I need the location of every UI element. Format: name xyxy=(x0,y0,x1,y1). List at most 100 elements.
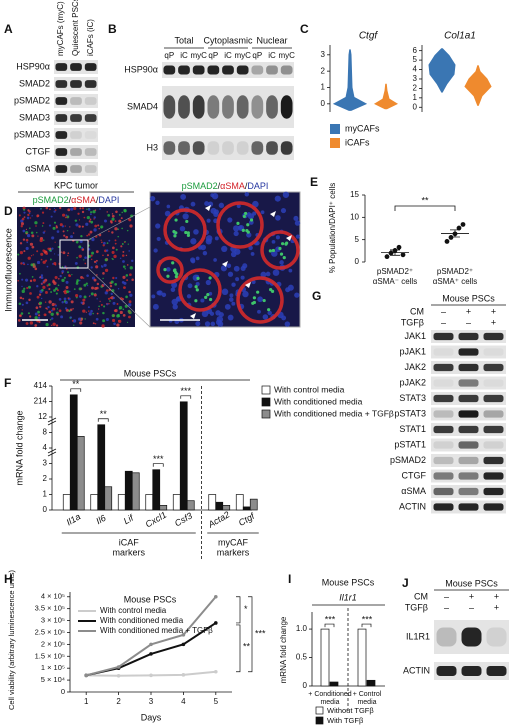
speckle xyxy=(78,245,82,249)
y-tick-label: 0 xyxy=(355,257,360,266)
speckle xyxy=(96,312,99,315)
speckle xyxy=(22,297,25,300)
nucleus xyxy=(155,200,160,205)
band xyxy=(433,456,454,465)
y-tick-label: 0 xyxy=(321,99,326,108)
speckle xyxy=(70,235,73,239)
nucleus xyxy=(221,245,228,253)
band xyxy=(483,487,504,496)
speckle xyxy=(116,303,119,305)
speckle xyxy=(64,307,68,310)
rule xyxy=(87,206,151,241)
bar xyxy=(97,424,106,511)
y-axis-label: mRNA fold change xyxy=(279,616,288,683)
nucleus xyxy=(295,234,300,239)
speckle xyxy=(80,275,84,279)
speckle xyxy=(46,284,49,287)
speckle xyxy=(101,241,103,244)
band xyxy=(84,148,97,156)
speckle xyxy=(31,215,33,217)
stain-part: DAPI xyxy=(98,195,119,205)
speckle xyxy=(36,285,39,288)
nucleus xyxy=(190,258,196,264)
speckle xyxy=(29,227,31,230)
speckle xyxy=(94,292,96,295)
speckle xyxy=(91,276,95,280)
condition-value: + xyxy=(466,306,471,316)
row-label: pJAK2 xyxy=(399,377,426,387)
band xyxy=(483,332,504,341)
speckle xyxy=(68,290,71,293)
bar xyxy=(235,494,244,511)
nucleus xyxy=(153,248,158,253)
speckle xyxy=(78,287,82,291)
speckle xyxy=(17,319,21,322)
band xyxy=(280,95,293,119)
nucleus xyxy=(195,281,200,286)
point xyxy=(116,674,121,678)
speckle xyxy=(114,309,118,313)
speckle xyxy=(49,318,52,321)
speckle xyxy=(106,254,109,257)
nucleus xyxy=(227,271,234,277)
positive-nucleus xyxy=(186,233,191,237)
lane-label: qP xyxy=(208,51,218,60)
speckle xyxy=(27,209,30,212)
speckle xyxy=(122,308,125,311)
nucleus xyxy=(205,238,212,245)
band xyxy=(433,394,454,403)
nucleus xyxy=(227,217,233,223)
nucleus xyxy=(213,209,219,215)
speckle xyxy=(43,313,47,317)
violin xyxy=(373,83,399,110)
band xyxy=(280,65,293,75)
band xyxy=(266,95,278,119)
positive-nucleus xyxy=(281,242,285,246)
speckle xyxy=(69,316,72,319)
lane-label: myC xyxy=(278,51,295,60)
y-tick-label: 214 xyxy=(34,397,48,406)
band xyxy=(251,65,264,75)
band xyxy=(458,487,479,496)
x-tick-label: Il1a xyxy=(65,511,83,527)
speckle xyxy=(126,321,129,324)
speckle xyxy=(19,242,23,245)
speckle xyxy=(109,296,112,299)
group-label: iCAF xyxy=(119,537,140,547)
significance-bracket xyxy=(236,596,241,624)
speckle xyxy=(71,320,74,322)
nucleus xyxy=(257,296,263,303)
band xyxy=(192,95,205,119)
speckle xyxy=(67,297,70,300)
speckle xyxy=(126,279,129,282)
nucleus xyxy=(180,194,187,200)
speckle xyxy=(53,207,56,210)
positive-nucleus xyxy=(252,300,256,305)
condition-value: + xyxy=(491,317,496,327)
band xyxy=(433,348,454,356)
speckle xyxy=(38,314,41,317)
row-label: pSTAT3 xyxy=(394,408,426,418)
speckle xyxy=(69,226,71,228)
speckle xyxy=(41,211,45,214)
significance-bracket xyxy=(70,388,82,392)
band xyxy=(458,425,479,434)
band xyxy=(70,165,82,173)
speckle xyxy=(124,267,127,270)
legend-label: Without TGFβ xyxy=(327,706,374,715)
error-bar xyxy=(390,249,400,256)
legend-swatch xyxy=(261,409,271,419)
nucleus xyxy=(155,223,161,229)
speckle xyxy=(87,248,91,251)
point xyxy=(444,239,450,244)
legend-label: myCAFs xyxy=(345,123,380,133)
speckle xyxy=(122,265,126,268)
nucleus xyxy=(164,210,171,217)
speckle xyxy=(122,275,126,279)
nucleus xyxy=(204,321,211,327)
speckle xyxy=(71,274,73,276)
speckle xyxy=(108,303,110,305)
nucleus xyxy=(190,201,196,207)
positive-nucleus xyxy=(279,252,284,256)
speckle xyxy=(29,321,34,325)
